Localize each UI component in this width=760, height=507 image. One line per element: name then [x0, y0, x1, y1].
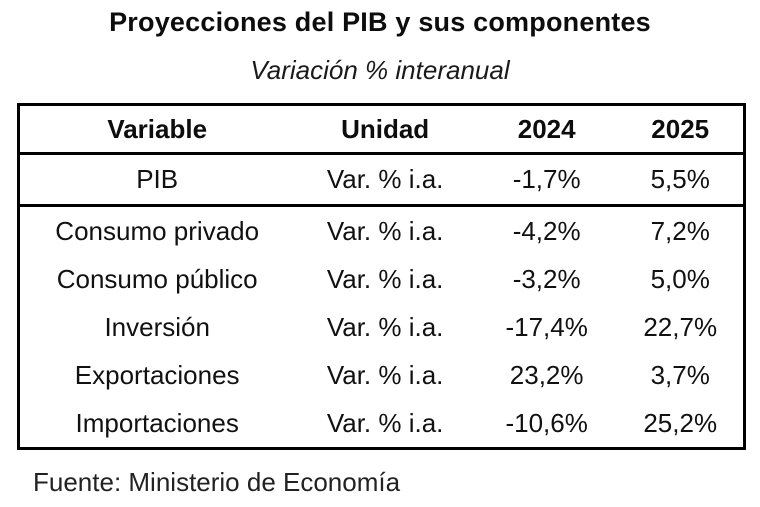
cell-2025: 5,5% [617, 153, 745, 207]
column-header-2025: 2025 [617, 104, 745, 155]
cell-variable: Consumo público [56, 263, 258, 294]
table-row-consumo-privado: Consumo privado Var. % i.a. -4,2% 7,2% [19, 206, 745, 256]
table-row-consumo-publico: Consumo público Var. % i.a. -3,2% 5,0% [19, 255, 745, 303]
cell-2024: -10,6% [505, 407, 588, 438]
column-header-2024: 2024 [475, 104, 618, 155]
cell-variable: PIB [18, 153, 295, 207]
cell-variable: Inversión [104, 311, 210, 342]
cell-2025: 22,7% [643, 311, 718, 342]
cell-2025: 25,2% [643, 407, 718, 438]
cell-2025: 5,0% [650, 263, 710, 294]
cell-unit: Var. % i.a. [326, 359, 444, 390]
cell-2024: -4,2% [512, 215, 581, 246]
cell-unit: Var. % i.a. [326, 407, 444, 438]
projections-table: Variable Unidad 2024 2025 PIB Var. % i.a… [17, 103, 746, 450]
cell-unit: Var. % i.a. [294, 153, 476, 207]
column-header-variable: Variable [18, 104, 295, 155]
cell-2025: 3,7% [650, 359, 710, 390]
cell-unit: Var. % i.a. [326, 215, 444, 246]
source-note: Fuente: Ministerio de Economía [33, 467, 401, 497]
table-header-row: Variable Unidad 2024 2025 [18, 104, 745, 155]
cell-variable: Importaciones [75, 407, 239, 438]
cell-variable: Exportaciones [74, 359, 240, 390]
cell-variable: Consumo privado [55, 215, 260, 246]
cell-2024: 23,2% [509, 359, 584, 390]
cell-unit: Var. % i.a. [326, 311, 444, 342]
cell-2024: -3,2% [512, 263, 581, 294]
table-row-importaciones: Importaciones Var. % i.a. -10,6% 25,2% [19, 399, 745, 449]
cell-2024: -1,7% [475, 153, 618, 207]
table-row-inversion: Inversión Var. % i.a. -17,4% 22,7% [19, 303, 745, 351]
cell-2025: 7,2% [650, 215, 710, 246]
cell-2024: -17,4% [505, 311, 588, 342]
table-row-pib: PIB Var. % i.a. -1,7% 5,5% [18, 153, 745, 207]
column-header-unidad: Unidad [294, 104, 476, 155]
figure-title: Proyecciones del PIB y sus componentes [109, 7, 651, 37]
cell-unit: Var. % i.a. [326, 263, 444, 294]
table-row-exportaciones: Exportaciones Var. % i.a. 23,2% 3,7% [19, 351, 745, 399]
figure-subtitle: Variación % interanual [250, 55, 510, 85]
